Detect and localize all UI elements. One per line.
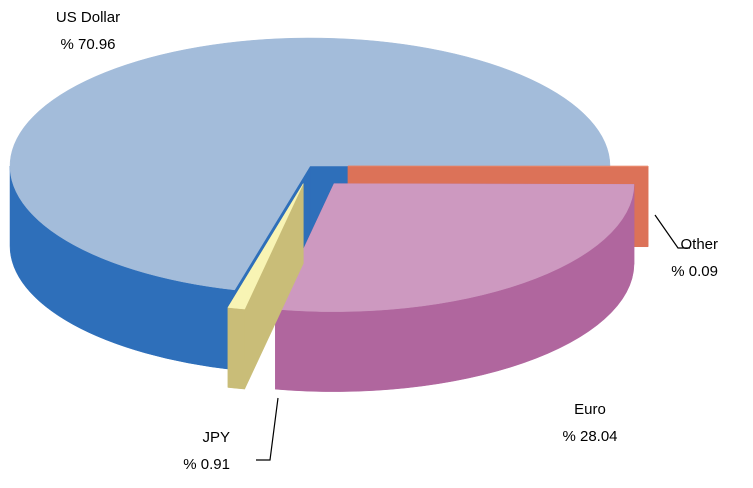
slice-top (227, 183, 304, 310)
leader-line (654, 214, 690, 249)
slice-top (9, 37, 611, 291)
slice-label: Other (680, 236, 718, 253)
slice-value-label: % 70.96 (60, 36, 115, 53)
slice-label: US Dollar (56, 9, 120, 26)
slice-side (227, 307, 245, 390)
slice-value-label: % 0.91 (183, 456, 230, 473)
leader-line (256, 397, 279, 461)
slice-top (275, 183, 635, 312)
slice (227, 182, 304, 390)
slice-value-label: % 28.04 (562, 428, 617, 445)
slice-label: JPY (202, 429, 230, 446)
slice-top (347, 165, 649, 168)
slice-label: Euro (574, 401, 606, 418)
slice-value-label: % 0.09 (671, 263, 718, 280)
slice (275, 183, 635, 392)
